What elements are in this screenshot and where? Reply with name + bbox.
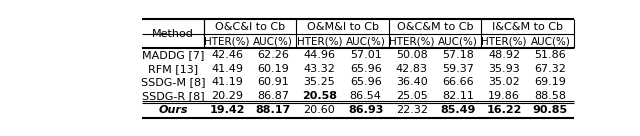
Text: Method: Method	[152, 29, 194, 39]
Text: 67.32: 67.32	[534, 64, 566, 74]
Text: 48.92: 48.92	[488, 50, 520, 60]
Text: SSDG-M [8]: SSDG-M [8]	[141, 77, 205, 87]
Text: O&C&M to Cb: O&C&M to Cb	[397, 22, 473, 32]
Text: 43.32: 43.32	[303, 64, 335, 74]
Text: 57.18: 57.18	[442, 50, 474, 60]
Text: 86.93: 86.93	[348, 105, 383, 115]
Text: 35.02: 35.02	[488, 77, 520, 87]
Text: 66.66: 66.66	[442, 77, 474, 87]
Text: 16.22: 16.22	[486, 105, 522, 115]
Text: 82.11: 82.11	[442, 91, 474, 101]
Text: I&C&M to Cb: I&C&M to Cb	[492, 22, 563, 32]
Text: 65.96: 65.96	[350, 77, 381, 87]
Text: 20.60: 20.60	[303, 105, 335, 115]
Text: 57.01: 57.01	[350, 50, 381, 60]
Text: 22.32: 22.32	[396, 105, 428, 115]
Text: 88.17: 88.17	[255, 105, 291, 115]
Text: MADDG [7]: MADDG [7]	[142, 50, 204, 60]
Text: 62.26: 62.26	[257, 50, 289, 60]
Text: AUC(%): AUC(%)	[346, 36, 386, 46]
Text: 90.85: 90.85	[533, 105, 568, 115]
Text: HTER(%): HTER(%)	[297, 36, 342, 46]
Text: 69.19: 69.19	[534, 77, 566, 87]
Text: 86.54: 86.54	[349, 91, 381, 101]
Text: AUC(%): AUC(%)	[253, 36, 293, 46]
Text: 19.86: 19.86	[488, 91, 520, 101]
Text: 65.96: 65.96	[350, 64, 381, 74]
Text: 42.46: 42.46	[211, 50, 243, 60]
Text: 35.25: 35.25	[303, 77, 335, 87]
Text: 36.40: 36.40	[396, 77, 428, 87]
Text: 85.49: 85.49	[440, 105, 476, 115]
Text: Ours: Ours	[158, 105, 188, 115]
Text: 25.05: 25.05	[396, 91, 428, 101]
Text: 60.91: 60.91	[257, 77, 289, 87]
Text: 50.08: 50.08	[396, 50, 428, 60]
Text: 60.19: 60.19	[257, 64, 289, 74]
Text: 41.19: 41.19	[211, 77, 243, 87]
Text: 59.37: 59.37	[442, 64, 474, 74]
Text: 42.83: 42.83	[396, 64, 428, 74]
Text: HTER(%): HTER(%)	[389, 36, 435, 46]
Text: 41.49: 41.49	[211, 64, 243, 74]
Text: HTER(%): HTER(%)	[481, 36, 527, 46]
Text: 86.87: 86.87	[257, 91, 289, 101]
Text: 20.29: 20.29	[211, 91, 243, 101]
Text: O&M&I to Cb: O&M&I to Cb	[307, 22, 379, 32]
Text: AUC(%): AUC(%)	[531, 36, 570, 46]
Text: RFM [13]: RFM [13]	[148, 64, 198, 74]
Text: HTER(%): HTER(%)	[204, 36, 250, 46]
Text: 35.93: 35.93	[488, 64, 520, 74]
Text: SSDG-R [8]: SSDG-R [8]	[141, 91, 204, 101]
Text: 88.58: 88.58	[534, 91, 566, 101]
Text: AUC(%): AUC(%)	[438, 36, 478, 46]
Text: O&C&I to Cb: O&C&I to Cb	[215, 22, 285, 32]
Text: 51.86: 51.86	[534, 50, 566, 60]
Text: 44.96: 44.96	[303, 50, 335, 60]
Text: 19.42: 19.42	[209, 105, 245, 115]
Text: 20.58: 20.58	[302, 91, 337, 101]
